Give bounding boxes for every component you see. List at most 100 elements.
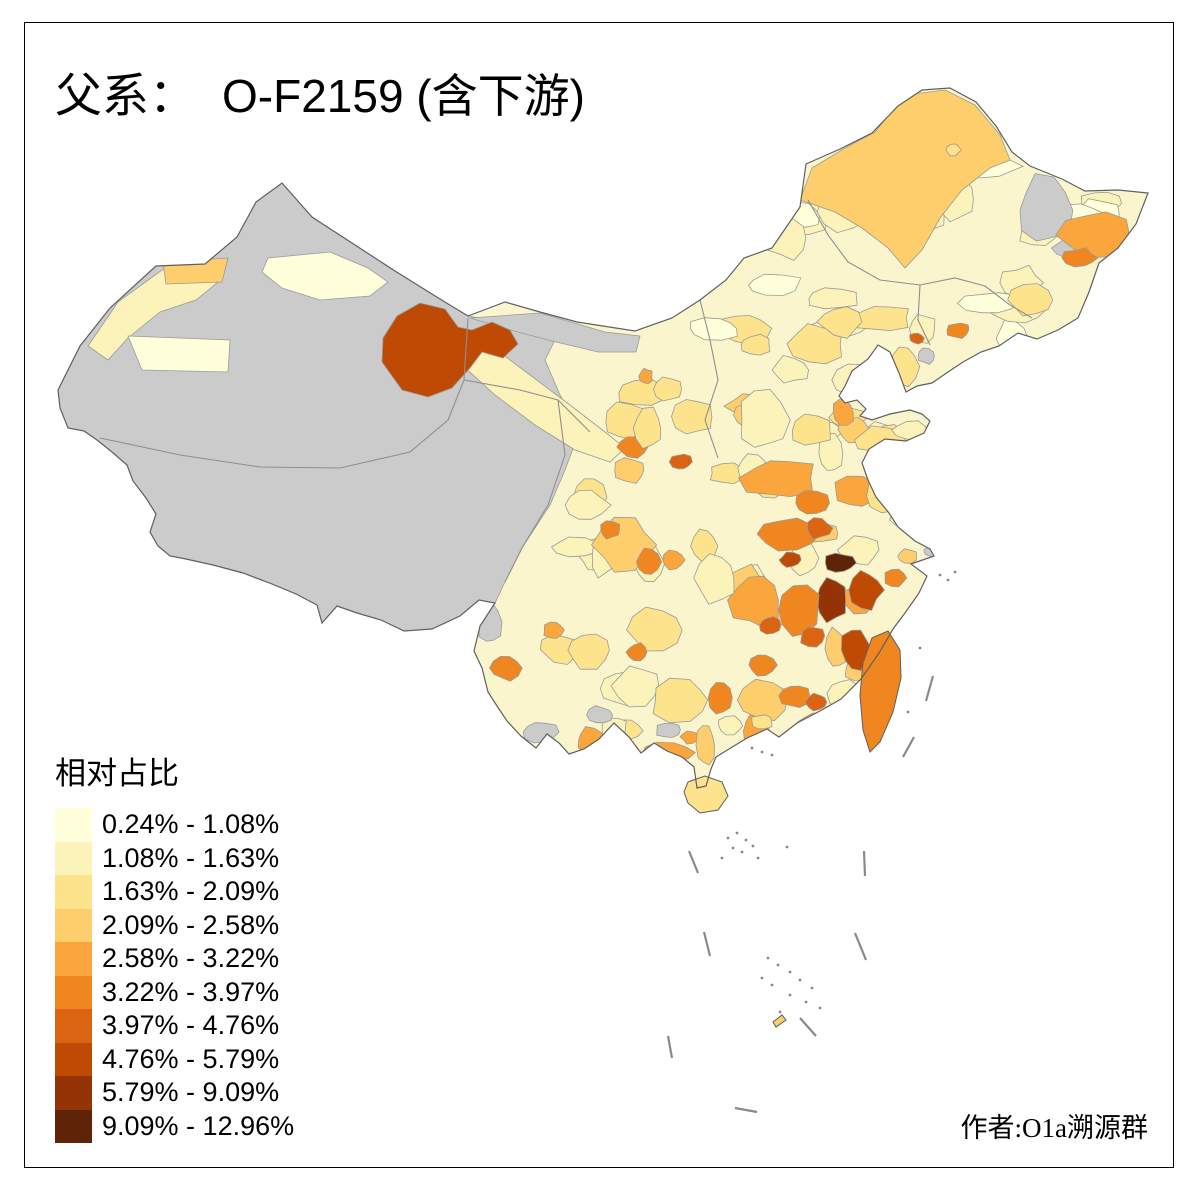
region-ili [87, 267, 219, 361]
legend-swatch [55, 1076, 92, 1110]
region-liaoning-spot [909, 332, 925, 345]
islet-speck [776, 963, 780, 967]
legend-swatch [55, 808, 92, 842]
islet-speck [918, 646, 922, 650]
nine-dash-line-segment [924, 675, 935, 702]
legend-row: 1.08% - 1.63% [55, 841, 294, 875]
region-yunnan-gray-s2 [586, 705, 614, 724]
islet-speck [953, 570, 957, 574]
region-jixi2 [1061, 247, 1099, 268]
legend-row: 0.24% - 1.08% [55, 808, 294, 842]
region-mudanjiang [1007, 283, 1054, 317]
legend-range-label: 9.09% - 12.96% [102, 1110, 295, 1141]
legend-range-label: 3.97% - 4.76% [102, 1010, 280, 1040]
islet-speck [770, 983, 774, 987]
islet-speck [720, 856, 724, 860]
legend-range-label: 2.09% - 2.58% [102, 909, 280, 940]
region-wannan-10 [824, 552, 857, 573]
region-guizhou [626, 606, 683, 652]
south-china-sea-features [666, 570, 957, 1114]
page-title: 父系： O-F2159 (含下游) [55, 57, 585, 126]
legend-row: 2.58% - 3.22% [55, 942, 294, 976]
region-west-plateau [58, 182, 581, 632]
region-hubei-spot [778, 551, 802, 568]
islet-speck [750, 746, 754, 750]
legend-swatch [55, 975, 92, 1009]
region-guizhou-orange [625, 642, 648, 662]
islet-speck [804, 1000, 808, 1004]
legend-swatch [55, 1042, 92, 1076]
islet-speck [751, 844, 755, 848]
region-guangxi [652, 677, 709, 724]
region-yunnan-gray-s [522, 722, 560, 744]
legend-row: 4.76% - 5.79% [55, 1042, 294, 1076]
region-pearl [751, 714, 773, 730]
region-ningxia [632, 406, 662, 450]
region-anhui-n [834, 475, 876, 507]
region-chongqing [662, 549, 686, 571]
region-sichuan-pale [564, 489, 612, 520]
legend-range-label: 2.58% - 3.22% [102, 943, 280, 973]
legend-row: 3.22% - 3.97% [55, 975, 294, 1009]
islet-speck [731, 846, 735, 850]
region-jiangsu [866, 475, 914, 514]
islet-speck [906, 710, 910, 714]
region-korla [127, 335, 231, 373]
hainan-island [683, 775, 729, 814]
islet-speck [744, 838, 748, 842]
scs-island-island [772, 1014, 787, 1028]
legend-title: 相对占比 [55, 756, 179, 791]
region-shanghai-sub [897, 548, 917, 564]
nine-dash-line-segment [853, 932, 868, 961]
legend-range-label: 1.63% - 2.09% [102, 876, 280, 906]
region-xiangxi [693, 553, 735, 605]
islet-speck [760, 750, 764, 754]
legend-swatch [55, 875, 92, 909]
region-hunan-dark [759, 616, 782, 635]
region-hubei [756, 517, 822, 552]
title-label: 父系： [55, 71, 196, 123]
legend-swatch [55, 942, 92, 976]
province-borders [99, 199, 1033, 583]
legend-range-label: 5.79% - 9.09% [102, 1077, 280, 1107]
region-jiuquan [381, 302, 519, 398]
legend-range-label: 4.76% - 5.79% [102, 1043, 280, 1074]
islet-speck [818, 1006, 822, 1010]
region-jiangxi-dark [800, 626, 826, 648]
region-shanxi [740, 388, 791, 448]
region-guangxi-orange [679, 730, 701, 745]
legend-row: 2.09% - 2.58% [55, 908, 294, 942]
taiwan-island [859, 630, 902, 753]
legend-range-label: 1.08% - 1.63% [102, 842, 280, 873]
attribution-text: 作者:O1a溯源群 [960, 1113, 1148, 1143]
region-guangdong [736, 678, 788, 722]
islet-speck [770, 753, 774, 757]
islet-speck [946, 578, 950, 582]
islet-speck [810, 986, 814, 990]
legend-rows: 0.24% - 1.08% 1.08% - 1.63% 1.63% - 2.09% 2… [55, 808, 294, 1143]
islet-speck [756, 856, 760, 860]
region-beishan [469, 312, 641, 353]
region-leizhou [695, 725, 715, 766]
nine-dash-line-segment [862, 850, 867, 877]
region-guangdong-orange [778, 685, 811, 708]
mainland-outline [57, 87, 1149, 789]
region-chengdu-spot [600, 520, 621, 540]
legend-swatch [55, 908, 92, 942]
legend-swatch [55, 1109, 92, 1143]
region-baotou [740, 333, 771, 356]
islet-speck [760, 976, 764, 980]
map-legend: 相对占比 0.24% - 1.08% 1.08% - 1.63% 1.63% - 2… [55, 748, 294, 1143]
region-guangdong-w [718, 715, 744, 736]
islet-speck [938, 573, 942, 577]
region-hubei-dark [806, 517, 834, 540]
islet-speck [740, 850, 744, 854]
islet-speck [726, 836, 730, 840]
region-nanling [748, 654, 778, 677]
legend-swatch [55, 841, 92, 875]
islet-speck [778, 1010, 782, 1014]
region-sichuan-orange [635, 547, 663, 575]
nine-dash-line-segment [734, 1106, 758, 1114]
